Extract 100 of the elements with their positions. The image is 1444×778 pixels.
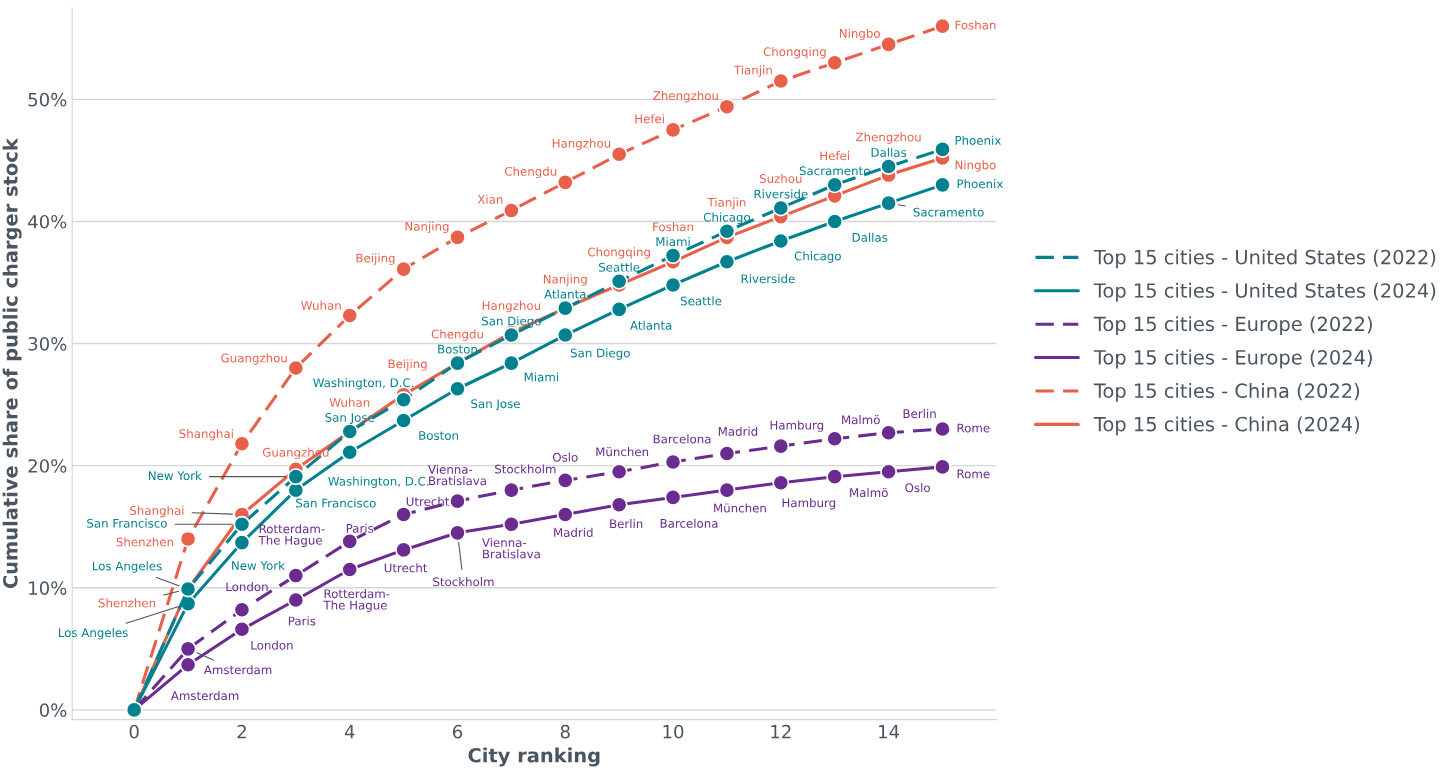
x-tick-label: 2 <box>237 724 246 739</box>
point <box>826 430 844 448</box>
point <box>880 424 898 442</box>
point <box>556 326 574 344</box>
data-label: Tianjin <box>707 197 746 210</box>
data-label: Foshan <box>653 222 693 232</box>
legend-label: Top 15 cities - China (2022) <box>1093 383 1360 402</box>
data-label: Miami <box>524 372 559 382</box>
data-label: Shenzhen <box>98 598 156 608</box>
data-label: Los Angeles <box>58 627 128 640</box>
data-label: Rome <box>957 423 990 433</box>
point <box>502 201 520 219</box>
point <box>933 458 951 476</box>
data-label: Chongqing <box>763 47 826 59</box>
point <box>610 463 628 481</box>
point <box>556 173 574 191</box>
data-label: Chicago <box>794 251 841 263</box>
data-label: San Diego <box>570 348 630 360</box>
point <box>287 567 305 585</box>
point <box>772 199 790 217</box>
data-label: Nanjing <box>543 274 587 286</box>
point <box>502 515 520 533</box>
data-label: Dallas <box>871 147 907 157</box>
data-label: Foshan <box>955 20 996 30</box>
point <box>718 253 736 271</box>
point <box>233 601 251 619</box>
point <box>233 534 251 552</box>
y-tick-label: 10% <box>29 581 67 595</box>
data-label: Hangzhou <box>482 300 541 313</box>
data-label: Washington, D.C. <box>328 476 429 488</box>
point <box>772 474 790 492</box>
data-label: Rotterdam- The Hague <box>258 524 325 547</box>
data-label: Vienna- Bratislava <box>481 537 540 559</box>
point <box>502 354 520 372</box>
x-tick-label: 0 <box>129 724 139 739</box>
data-label: Zhengzhou <box>856 132 921 144</box>
data-label: Washington, D.C. <box>313 378 414 390</box>
data-label: Stockholm <box>495 464 556 474</box>
point <box>826 212 844 230</box>
data-label: München <box>714 503 766 513</box>
data-label: Hefei <box>820 151 850 161</box>
point <box>664 247 682 265</box>
data-label: Berlin <box>610 519 643 529</box>
data-label: Beijing <box>388 359 427 371</box>
data-label: Malmö <box>850 487 888 498</box>
data-label: Shanghai <box>179 428 233 441</box>
data-label: Nanjing <box>405 221 449 234</box>
data-label: Phoenix <box>955 135 1001 145</box>
point <box>933 176 951 194</box>
data-label: Barcelona <box>660 518 718 528</box>
data-label: Seattle <box>599 262 640 272</box>
point <box>933 420 951 438</box>
point <box>610 300 628 318</box>
data-label: Wuhan <box>301 300 341 310</box>
data-label: Xian <box>477 194 503 204</box>
point <box>772 437 790 455</box>
point <box>449 228 466 246</box>
legend-label: Top 15 cities - Europe (2022) <box>1093 316 1372 336</box>
point <box>179 640 197 658</box>
point <box>556 506 574 523</box>
data-label: Vienna- Bratislava <box>428 464 486 486</box>
point <box>610 272 628 290</box>
point <box>933 17 951 35</box>
point <box>395 391 413 409</box>
data-label: Paris <box>288 616 316 626</box>
data-label: Amsterdam <box>170 690 239 701</box>
point <box>395 541 413 559</box>
data-label: Ningbo <box>839 28 880 41</box>
data-label: Boston <box>419 431 459 440</box>
data-label: Beijing <box>356 253 395 265</box>
data-label: München <box>596 447 649 457</box>
data-label: Berlin <box>903 408 936 419</box>
data-label: Chengdu <box>431 329 483 341</box>
data-label: Shenzhen <box>116 537 174 547</box>
data-label: Hangzhou <box>552 138 611 151</box>
point <box>664 276 682 294</box>
data-label: Dallas <box>852 232 888 242</box>
point <box>395 260 413 278</box>
legend-label: Top 15 cities - China (2024) <box>1093 416 1360 436</box>
data-label: Rotterdam- The Hague <box>323 589 390 612</box>
point <box>826 176 844 194</box>
data-label: Paris <box>346 523 374 533</box>
point <box>826 54 844 72</box>
data-label: Barcelona <box>653 434 711 444</box>
data-label: New York <box>148 470 202 481</box>
data-label: Hamburg <box>770 420 824 432</box>
point <box>880 463 898 481</box>
data-label: New York <box>232 560 285 571</box>
legend-label: Top 15 cities - Europe (2024) <box>1093 349 1372 369</box>
data-label: Chongqing <box>587 247 650 259</box>
data-label: London <box>226 582 268 592</box>
y-tick-label: 0% <box>39 703 67 717</box>
point <box>610 496 628 514</box>
point <box>341 443 359 461</box>
x-tick-label: 4 <box>344 725 355 739</box>
y-tick-label: 30% <box>28 337 67 351</box>
data-label: Boston <box>438 344 477 354</box>
point <box>502 481 520 499</box>
legend-label: Top 15 cities - United States (2024) <box>1093 282 1436 302</box>
data-label: San Francisco <box>296 498 376 508</box>
